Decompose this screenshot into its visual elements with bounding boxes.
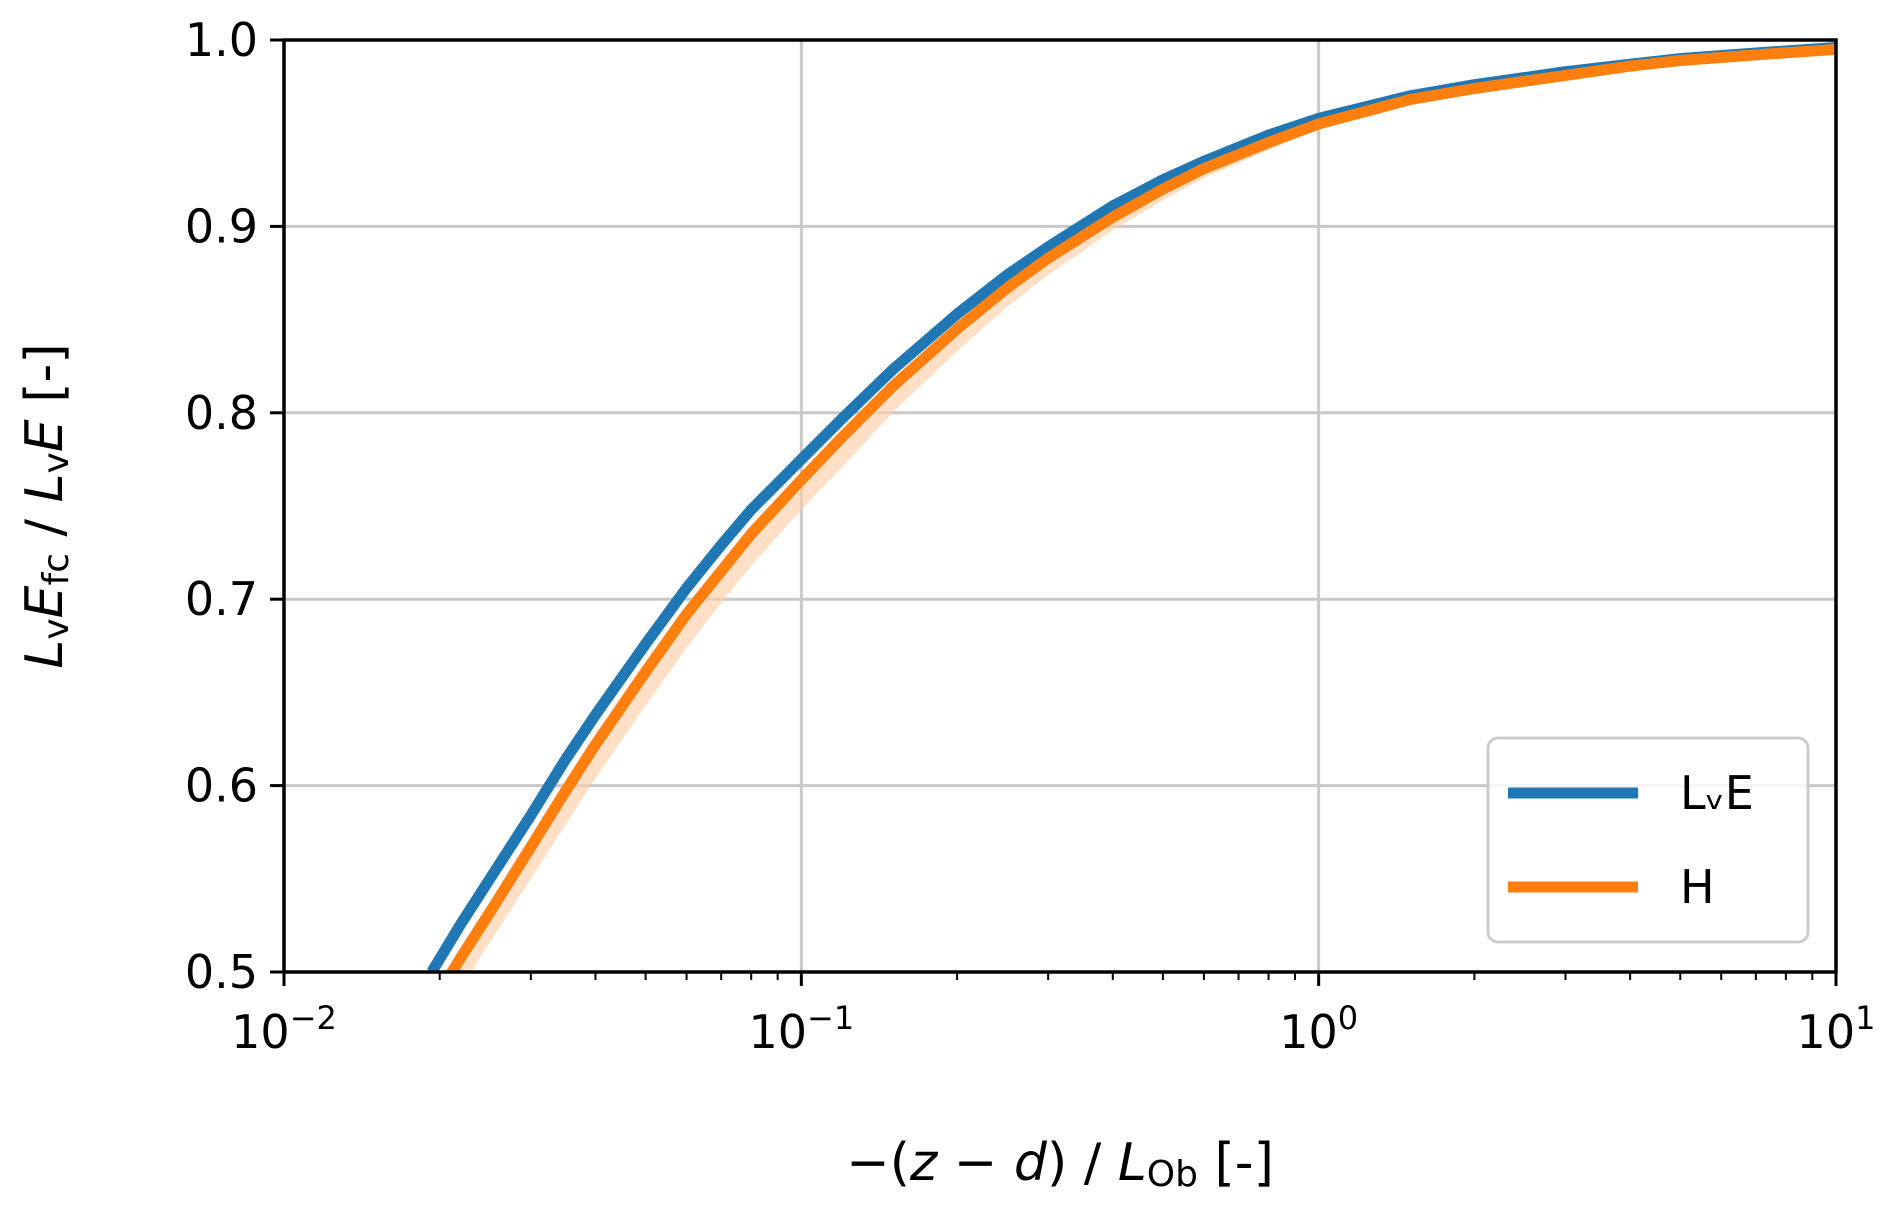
series-line-h [445, 43, 1836, 972]
legend-label-h: H [1680, 860, 1715, 914]
axes-frame [282, 38, 1838, 974]
y-axis-label: LvEfc / LvE [-] [15, 343, 77, 668]
legend-label-lve: LᵥE [1680, 766, 1754, 820]
y-tick-label: 0.9 [185, 199, 258, 253]
x-tick-label: 10−1 [748, 999, 854, 1059]
x-tick-label: 101 [1797, 999, 1876, 1059]
tick-labels: 0.5 0.6 0.7 0.8 0.9 1.0 10−2 10−1 100 101 [185, 13, 1876, 1059]
y-tick-label: 0.8 [185, 386, 258, 440]
x-tick-label: 10−2 [231, 999, 337, 1059]
plot-area [426, 42, 1836, 972]
x-tick-label: 100 [1279, 999, 1358, 1059]
y-tick-label: 0.6 [185, 759, 258, 813]
legend-frame [1486, 736, 1810, 944]
y-tick-label: 1.0 [185, 13, 258, 67]
y-tick-label: 0.5 [185, 945, 258, 999]
x-axis-label: −(z − d) / LOb [-] [846, 1133, 1274, 1195]
ticks [270, 38, 1838, 986]
legend: LᵥE H [1486, 736, 1810, 944]
y-tick-label: 0.7 [185, 572, 258, 626]
